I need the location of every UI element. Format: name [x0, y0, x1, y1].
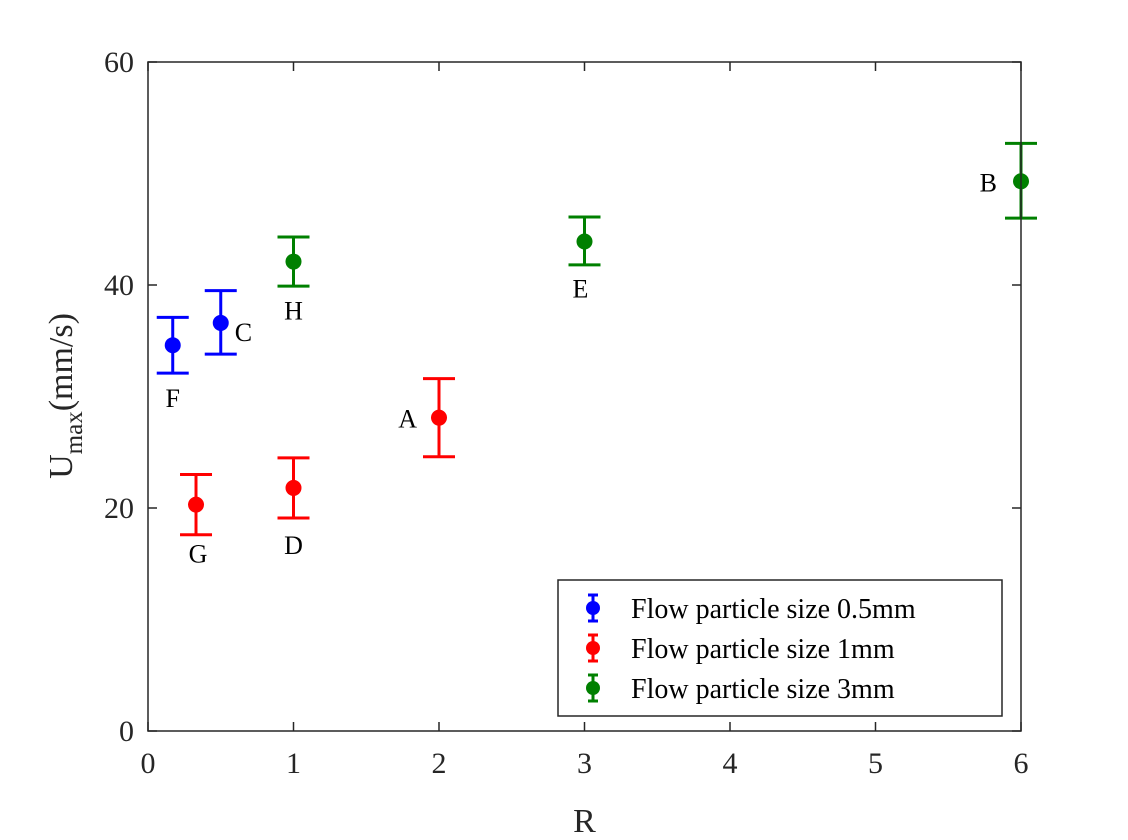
- x-tick-label: 5: [868, 747, 883, 780]
- y-axis-label: Umax(mm/s): [43, 313, 88, 479]
- legend-box: [557, 579, 1003, 717]
- y-tick-label: 0: [119, 715, 134, 748]
- x-tick-label: 4: [723, 747, 738, 780]
- x-tick-label: 6: [1014, 747, 1029, 780]
- point-label: G: [189, 540, 208, 569]
- axis-labels: R Umax(mm/s): [43, 313, 596, 840]
- y-tick-label: 20: [104, 492, 134, 525]
- series-group: H E B: [277, 141, 1037, 326]
- series-group: G D A: [180, 377, 455, 569]
- point-label: D: [284, 531, 303, 560]
- data-point: [188, 496, 205, 513]
- data-point: [285, 479, 302, 496]
- point-label: H: [284, 297, 303, 326]
- point-label: B: [980, 168, 997, 197]
- x-tick-label: 3: [577, 747, 592, 780]
- y-axis-label-main: U: [43, 454, 80, 479]
- point-label: C: [235, 318, 252, 347]
- y-tick-label: 40: [104, 269, 134, 302]
- point-label: E: [573, 275, 589, 304]
- y-axis-label-subscript: max: [61, 411, 88, 455]
- series-group: FC: [156, 289, 252, 413]
- legend-item: Flow particle size 0.5mm: [586, 593, 916, 625]
- point-label: A: [398, 405, 417, 434]
- legend-label: Flow particle size 1mm: [631, 634, 895, 665]
- data-point: [431, 409, 447, 426]
- data-point: [164, 337, 181, 354]
- legend-item: Flow particle size 1mm: [586, 633, 895, 665]
- data-point: [212, 314, 229, 331]
- x-tick-label: 0: [141, 747, 156, 780]
- plot-frame: [147, 61, 1022, 732]
- y-axis-label-units: (mm/s): [43, 313, 80, 411]
- legend: Flow particle size 0.5mm Flow particle si…: [557, 579, 1003, 717]
- legend-marker: [586, 681, 600, 695]
- legend-marker: [586, 641, 600, 655]
- x-axis-label: R: [573, 803, 596, 840]
- legend-label: Flow particle size 3mm: [631, 674, 895, 705]
- legend-item: Flow particle size 3mm: [586, 673, 895, 705]
- point-label: F: [166, 384, 180, 413]
- data-point: [285, 253, 302, 270]
- data-point: [576, 233, 593, 250]
- legend-marker: [586, 601, 600, 615]
- legend-label: Flow particle size 0.5mm: [631, 594, 916, 625]
- y-tick-label: 60: [104, 46, 134, 79]
- x-tick-label: 1: [286, 747, 301, 780]
- x-tick-label: 2: [432, 747, 447, 780]
